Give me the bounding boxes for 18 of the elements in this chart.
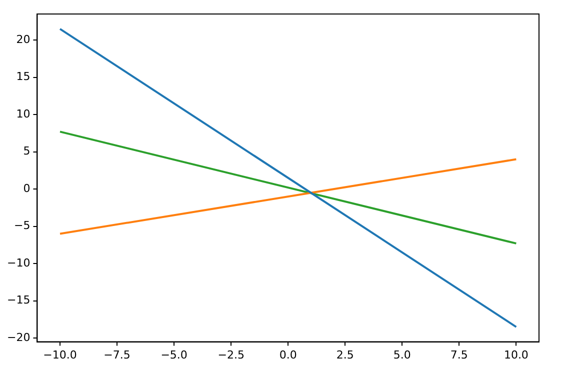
y-tick-label: −20 (6, 330, 30, 344)
y-tick-label: −10 (6, 256, 30, 270)
x-tick-label: 2.5 (336, 348, 354, 362)
y-tick-label: 10 (16, 107, 30, 120)
y-tick-label: 5 (23, 144, 30, 158)
x-tick-label: 5.0 (393, 348, 411, 362)
x-tick-label: −2.5 (218, 348, 244, 362)
x-tick-label: −5.0 (160, 348, 188, 362)
y-tick-label: 20 (16, 32, 30, 46)
x-tick-label: 0.0 (279, 348, 297, 362)
x-tick-label: 7.5 (450, 348, 468, 362)
y-tick-label: −5 (14, 219, 30, 232)
y-tick-label: −15 (6, 294, 30, 307)
y-tick-label: 0 (23, 182, 30, 195)
y-tick-label: 15 (16, 70, 30, 84)
x-tick-label: 10.0 (504, 348, 528, 362)
x-tick-label: −10.0 (43, 348, 77, 362)
x-tick-label: −7.5 (104, 348, 130, 362)
